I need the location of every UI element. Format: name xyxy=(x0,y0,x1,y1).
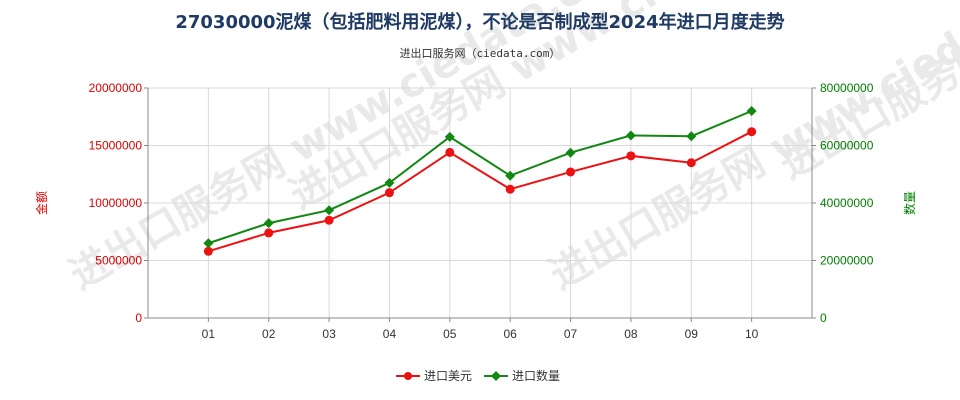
x-tick-label: 03 xyxy=(322,327,336,341)
data-point[interactable] xyxy=(565,147,576,158)
data-point[interactable] xyxy=(505,170,516,181)
series-1 xyxy=(203,127,757,256)
data-point[interactable] xyxy=(324,205,335,216)
x-axis-ticks: 01 02 03 04 05 06 07 08 09 10 xyxy=(202,318,759,341)
data-point[interactable] xyxy=(505,184,515,194)
data-point[interactable] xyxy=(625,130,636,141)
data-point[interactable] xyxy=(686,158,696,168)
x-tick-label: 09 xyxy=(685,327,699,341)
data-point[interactable] xyxy=(203,246,213,256)
left-tick-label: 5000000 xyxy=(95,254,142,268)
data-point[interactable] xyxy=(384,188,394,198)
right-tick-label: 0 xyxy=(820,311,827,325)
left-tick-label: 10000000 xyxy=(89,196,143,210)
series-line xyxy=(208,110,753,245)
data-point[interactable] xyxy=(324,215,334,225)
data-point[interactable] xyxy=(566,167,576,177)
left-axis-label: 金额 xyxy=(34,191,49,215)
left-tick-label: 20000000 xyxy=(89,81,143,95)
x-tick-label: 04 xyxy=(383,327,397,341)
legend: 进口美元 进口数量 xyxy=(396,368,560,383)
series-layer xyxy=(203,106,757,256)
left-tick-label: 0 xyxy=(135,311,142,325)
chart-subtitle: 进出口服务网（ciedata.com） xyxy=(400,46,561,60)
data-point[interactable] xyxy=(686,131,697,142)
x-tick-label: 10 xyxy=(745,327,759,341)
grid xyxy=(147,87,813,319)
right-tick-label: 20000000 xyxy=(820,254,874,268)
left-axis-ticks: 0 5000000 10000000 15000000 20000000 xyxy=(89,81,148,325)
data-point[interactable] xyxy=(264,228,274,238)
right-tick-label: 40000000 xyxy=(820,196,874,210)
right-axis-label: 数量 xyxy=(902,191,917,215)
series-line xyxy=(208,130,753,253)
legend-item-series-2[interactable]: 进口数量 xyxy=(484,368,560,383)
chart-title: 27030000泥煤（包括肥料用泥煤），不论是否制成型2024年进口月度走势 xyxy=(175,11,784,33)
legend-item-series-1[interactable]: 进口美元 xyxy=(396,369,472,383)
x-tick-label: 06 xyxy=(504,327,518,341)
data-point[interactable] xyxy=(203,238,214,249)
x-tick-label: 05 xyxy=(443,327,457,341)
right-axis-ticks: 0 20000000 40000000 60000000 80000000 xyxy=(812,81,874,325)
data-point[interactable] xyxy=(747,127,757,137)
x-tick-label: 08 xyxy=(624,327,638,341)
x-tick-label: 01 xyxy=(202,327,216,341)
data-point[interactable] xyxy=(444,131,455,142)
right-tick-label: 80000000 xyxy=(820,81,874,95)
x-tick-label: 07 xyxy=(564,327,578,341)
legend-label-series-1: 进口美元 xyxy=(424,369,472,383)
data-point[interactable] xyxy=(445,147,455,157)
data-point[interactable] xyxy=(384,177,395,188)
series-2 xyxy=(203,106,757,249)
right-tick-label: 60000000 xyxy=(820,139,874,153)
x-tick-label: 02 xyxy=(262,327,276,341)
data-point[interactable] xyxy=(626,151,636,161)
legend-label-series-2: 进口数量 xyxy=(512,368,560,383)
data-point[interactable] xyxy=(746,106,757,116)
data-point[interactable] xyxy=(263,218,274,229)
left-tick-label: 15000000 xyxy=(89,139,143,153)
